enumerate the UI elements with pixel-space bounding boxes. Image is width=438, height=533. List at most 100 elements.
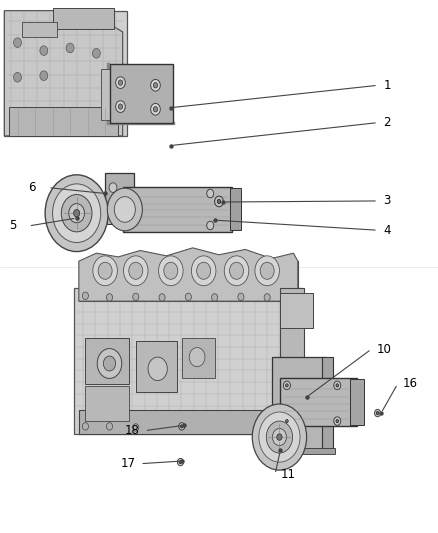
Circle shape: [82, 423, 88, 430]
Circle shape: [260, 262, 274, 279]
Circle shape: [260, 423, 266, 430]
Circle shape: [118, 104, 123, 109]
FancyBboxPatch shape: [9, 107, 118, 136]
Circle shape: [124, 256, 148, 286]
Text: 5: 5: [9, 220, 16, 232]
Circle shape: [124, 221, 131, 230]
Circle shape: [133, 293, 139, 301]
FancyBboxPatch shape: [107, 63, 110, 124]
Text: 17: 17: [120, 457, 135, 470]
Circle shape: [177, 458, 184, 466]
Circle shape: [207, 221, 214, 230]
Circle shape: [92, 49, 100, 58]
Circle shape: [97, 349, 122, 378]
Circle shape: [283, 381, 290, 390]
Circle shape: [133, 424, 139, 431]
Circle shape: [376, 411, 379, 415]
Circle shape: [212, 294, 218, 301]
Circle shape: [61, 195, 92, 232]
FancyBboxPatch shape: [230, 188, 241, 230]
FancyBboxPatch shape: [110, 64, 173, 123]
FancyBboxPatch shape: [272, 357, 326, 450]
Circle shape: [179, 461, 182, 464]
Circle shape: [191, 256, 216, 286]
Circle shape: [69, 204, 85, 223]
FancyBboxPatch shape: [269, 448, 335, 454]
Text: 4: 4: [383, 224, 391, 237]
Circle shape: [45, 175, 108, 252]
Circle shape: [106, 294, 113, 301]
Circle shape: [121, 190, 129, 199]
Circle shape: [98, 262, 112, 279]
Circle shape: [129, 262, 143, 279]
Circle shape: [179, 423, 185, 430]
Circle shape: [272, 429, 286, 446]
Circle shape: [189, 348, 205, 367]
Circle shape: [286, 384, 288, 387]
Circle shape: [224, 256, 249, 286]
Circle shape: [82, 292, 88, 300]
Circle shape: [151, 103, 160, 115]
Circle shape: [53, 184, 101, 243]
Circle shape: [238, 293, 244, 301]
Circle shape: [266, 421, 293, 453]
Text: 11: 11: [280, 468, 295, 481]
Polygon shape: [79, 248, 298, 301]
Circle shape: [255, 256, 279, 286]
Circle shape: [252, 404, 307, 470]
Circle shape: [124, 193, 131, 201]
Circle shape: [207, 189, 214, 198]
Circle shape: [109, 183, 117, 192]
Circle shape: [334, 417, 341, 425]
FancyBboxPatch shape: [22, 22, 57, 37]
FancyBboxPatch shape: [101, 69, 112, 120]
Circle shape: [153, 83, 158, 88]
Circle shape: [114, 197, 135, 222]
Circle shape: [14, 38, 21, 47]
Circle shape: [277, 434, 282, 440]
Circle shape: [374, 409, 381, 417]
Circle shape: [259, 412, 300, 462]
Circle shape: [14, 72, 21, 82]
Circle shape: [107, 188, 142, 231]
Circle shape: [180, 425, 183, 428]
Circle shape: [286, 419, 288, 423]
FancyBboxPatch shape: [280, 378, 357, 426]
Text: 6: 6: [28, 181, 36, 194]
Circle shape: [217, 199, 221, 204]
Text: 2: 2: [383, 116, 391, 129]
Circle shape: [40, 71, 48, 80]
FancyBboxPatch shape: [280, 293, 313, 328]
Circle shape: [106, 423, 113, 430]
Text: 18: 18: [125, 424, 140, 437]
FancyBboxPatch shape: [85, 338, 129, 384]
Text: 10: 10: [377, 343, 392, 356]
Circle shape: [66, 43, 74, 53]
Circle shape: [148, 357, 167, 381]
FancyBboxPatch shape: [74, 288, 302, 434]
Circle shape: [336, 384, 339, 387]
FancyBboxPatch shape: [53, 8, 114, 29]
Circle shape: [151, 79, 160, 91]
Circle shape: [197, 262, 211, 279]
Text: 3: 3: [383, 195, 391, 207]
FancyBboxPatch shape: [322, 357, 333, 450]
FancyBboxPatch shape: [280, 288, 304, 384]
Circle shape: [74, 209, 80, 217]
FancyBboxPatch shape: [136, 341, 177, 392]
Circle shape: [153, 107, 158, 112]
Text: 16: 16: [403, 377, 418, 390]
Circle shape: [334, 381, 341, 390]
FancyBboxPatch shape: [79, 410, 302, 434]
FancyBboxPatch shape: [107, 203, 124, 224]
Circle shape: [159, 294, 165, 301]
Circle shape: [103, 356, 116, 371]
Circle shape: [93, 256, 117, 286]
FancyBboxPatch shape: [123, 187, 232, 232]
Circle shape: [230, 262, 244, 279]
FancyBboxPatch shape: [350, 379, 364, 425]
FancyBboxPatch shape: [79, 261, 298, 301]
FancyBboxPatch shape: [85, 386, 129, 421]
Circle shape: [118, 80, 123, 85]
Circle shape: [336, 419, 339, 423]
